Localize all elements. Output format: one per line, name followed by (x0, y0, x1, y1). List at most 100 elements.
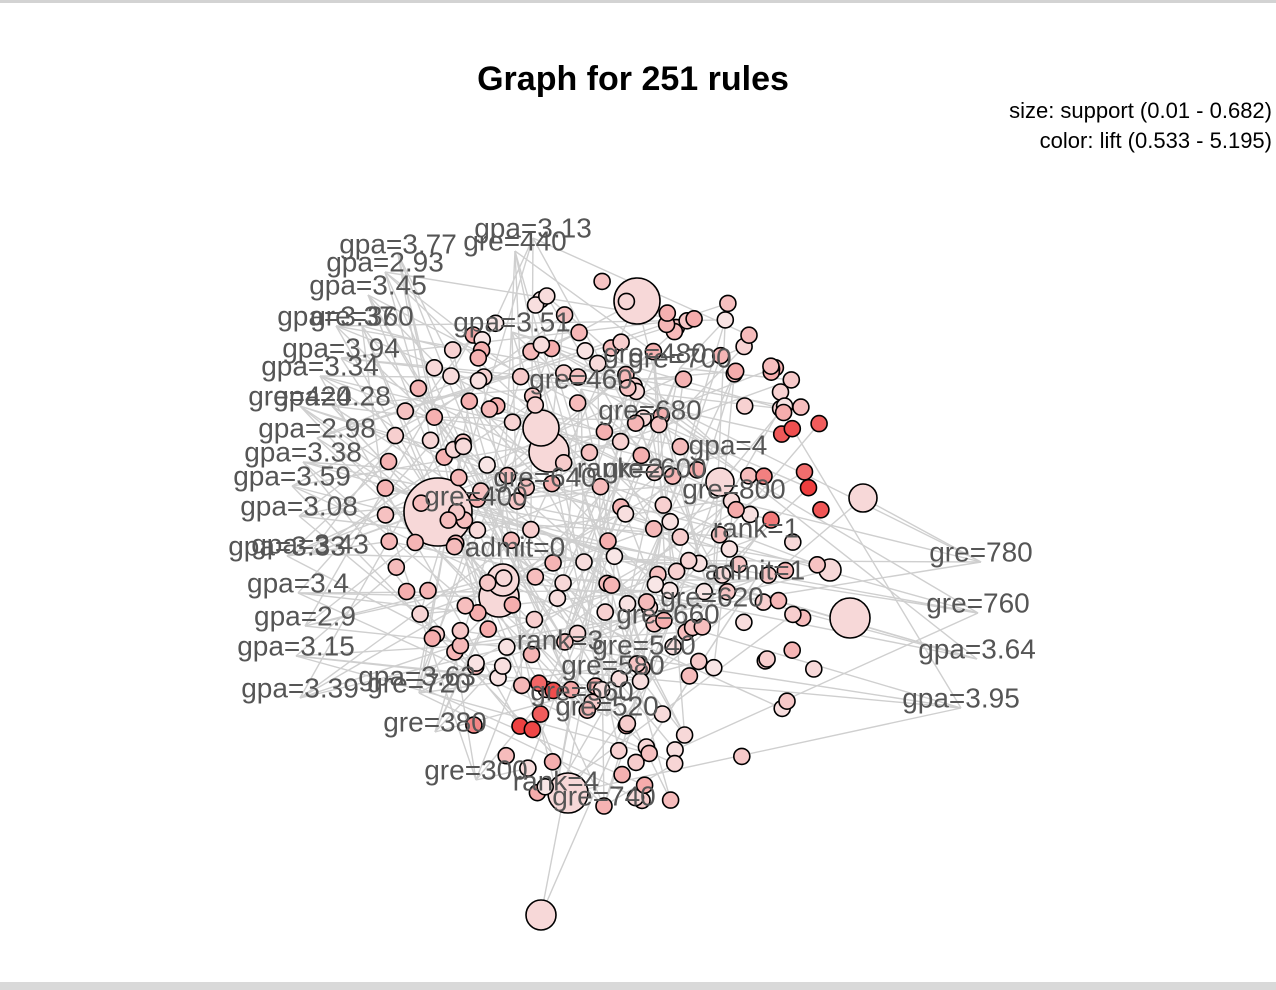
rule-node (522, 645, 541, 664)
rule-node (532, 335, 551, 354)
edge (559, 506, 622, 651)
legend: size: support (0.01 - 0.682) color: lift… (1009, 96, 1272, 156)
item-label: rank=4 (513, 765, 599, 796)
item-label: gpa=3.43 (251, 528, 369, 559)
edge (462, 445, 669, 625)
rule-node (544, 681, 563, 700)
rule-node (460, 392, 479, 411)
item-label: gpa=3.34 (261, 350, 379, 381)
rule-node (645, 463, 664, 482)
rule-node (465, 716, 483, 734)
rule-node (525, 899, 557, 931)
edge (460, 561, 982, 647)
rule-node (536, 777, 555, 796)
edge (468, 400, 546, 488)
rule-node (635, 776, 654, 795)
rule-node (810, 414, 828, 433)
rule-node (522, 520, 540, 539)
rule-node (689, 652, 708, 671)
item-label: gre=460 (529, 363, 633, 394)
rule-node (618, 714, 637, 733)
rule-node (776, 561, 795, 580)
edge (530, 362, 656, 655)
rule-node (711, 346, 730, 365)
rule-node (530, 674, 548, 693)
rule-node (795, 463, 814, 481)
rule-node (792, 398, 810, 416)
rule-node (613, 765, 631, 784)
rule-node (762, 357, 780, 376)
rule-node (671, 528, 690, 546)
item-label: gre=300 (424, 754, 528, 785)
rule-node (661, 512, 680, 531)
rule-node (783, 419, 802, 438)
rule-node (396, 402, 415, 420)
edge (299, 405, 786, 572)
item-label: gre=660 (616, 598, 720, 629)
rule-node (412, 494, 430, 513)
rule-node (799, 478, 818, 497)
rule-node (570, 323, 588, 342)
item-label: gre=640 (493, 461, 597, 492)
rule-node (517, 478, 536, 497)
edge (297, 592, 676, 765)
edge (606, 583, 614, 676)
rule-node (632, 446, 651, 465)
rule-node (376, 479, 395, 497)
rule-node (758, 650, 776, 668)
edge (304, 555, 615, 627)
rule-node (523, 720, 542, 739)
rule-node (543, 474, 561, 493)
item-label: gpa=3.59 (233, 460, 351, 491)
rule-node (503, 596, 522, 614)
rule-node (663, 467, 682, 486)
edge (416, 345, 745, 687)
edge (437, 454, 729, 513)
item-label: gre=740 (552, 780, 656, 811)
rule-node (829, 597, 871, 639)
rule-node (442, 367, 460, 385)
rule-node (478, 456, 496, 474)
edge (297, 400, 470, 594)
edge (674, 612, 979, 751)
edge (567, 707, 962, 794)
rule-node (478, 573, 497, 592)
edge (454, 651, 477, 781)
edge (419, 498, 735, 615)
rule-node (456, 596, 475, 615)
edge (525, 486, 979, 614)
rule-node (562, 680, 580, 699)
edge (514, 556, 566, 643)
rule-node (548, 589, 567, 608)
rule-node (386, 426, 405, 445)
rule-node (848, 483, 878, 513)
edge (511, 331, 534, 397)
edge (476, 662, 962, 709)
top-border (0, 0, 1276, 3)
rule-node (512, 676, 531, 695)
rule-node (451, 621, 470, 640)
rule-node (808, 555, 827, 574)
rule-node (454, 437, 473, 456)
rule-node (479, 620, 498, 638)
rule-node (784, 605, 802, 624)
rule-node (727, 500, 745, 519)
rule-node (755, 467, 773, 486)
rule-node (498, 466, 517, 485)
item-label: gre=680 (598, 394, 702, 425)
rule-node (409, 379, 428, 398)
edge (475, 767, 529, 781)
rule-node (595, 422, 614, 441)
rule-node (661, 791, 680, 809)
edge (389, 540, 978, 660)
rule-node (719, 294, 737, 313)
rule-node (526, 568, 545, 586)
rule-node (644, 519, 663, 538)
item-label: gpa=3.4 (247, 567, 349, 598)
edge (475, 505, 818, 566)
rule-node (640, 744, 659, 763)
edge (559, 574, 723, 651)
rule-node (613, 277, 661, 325)
edge (417, 387, 561, 651)
rule-node (612, 333, 630, 352)
